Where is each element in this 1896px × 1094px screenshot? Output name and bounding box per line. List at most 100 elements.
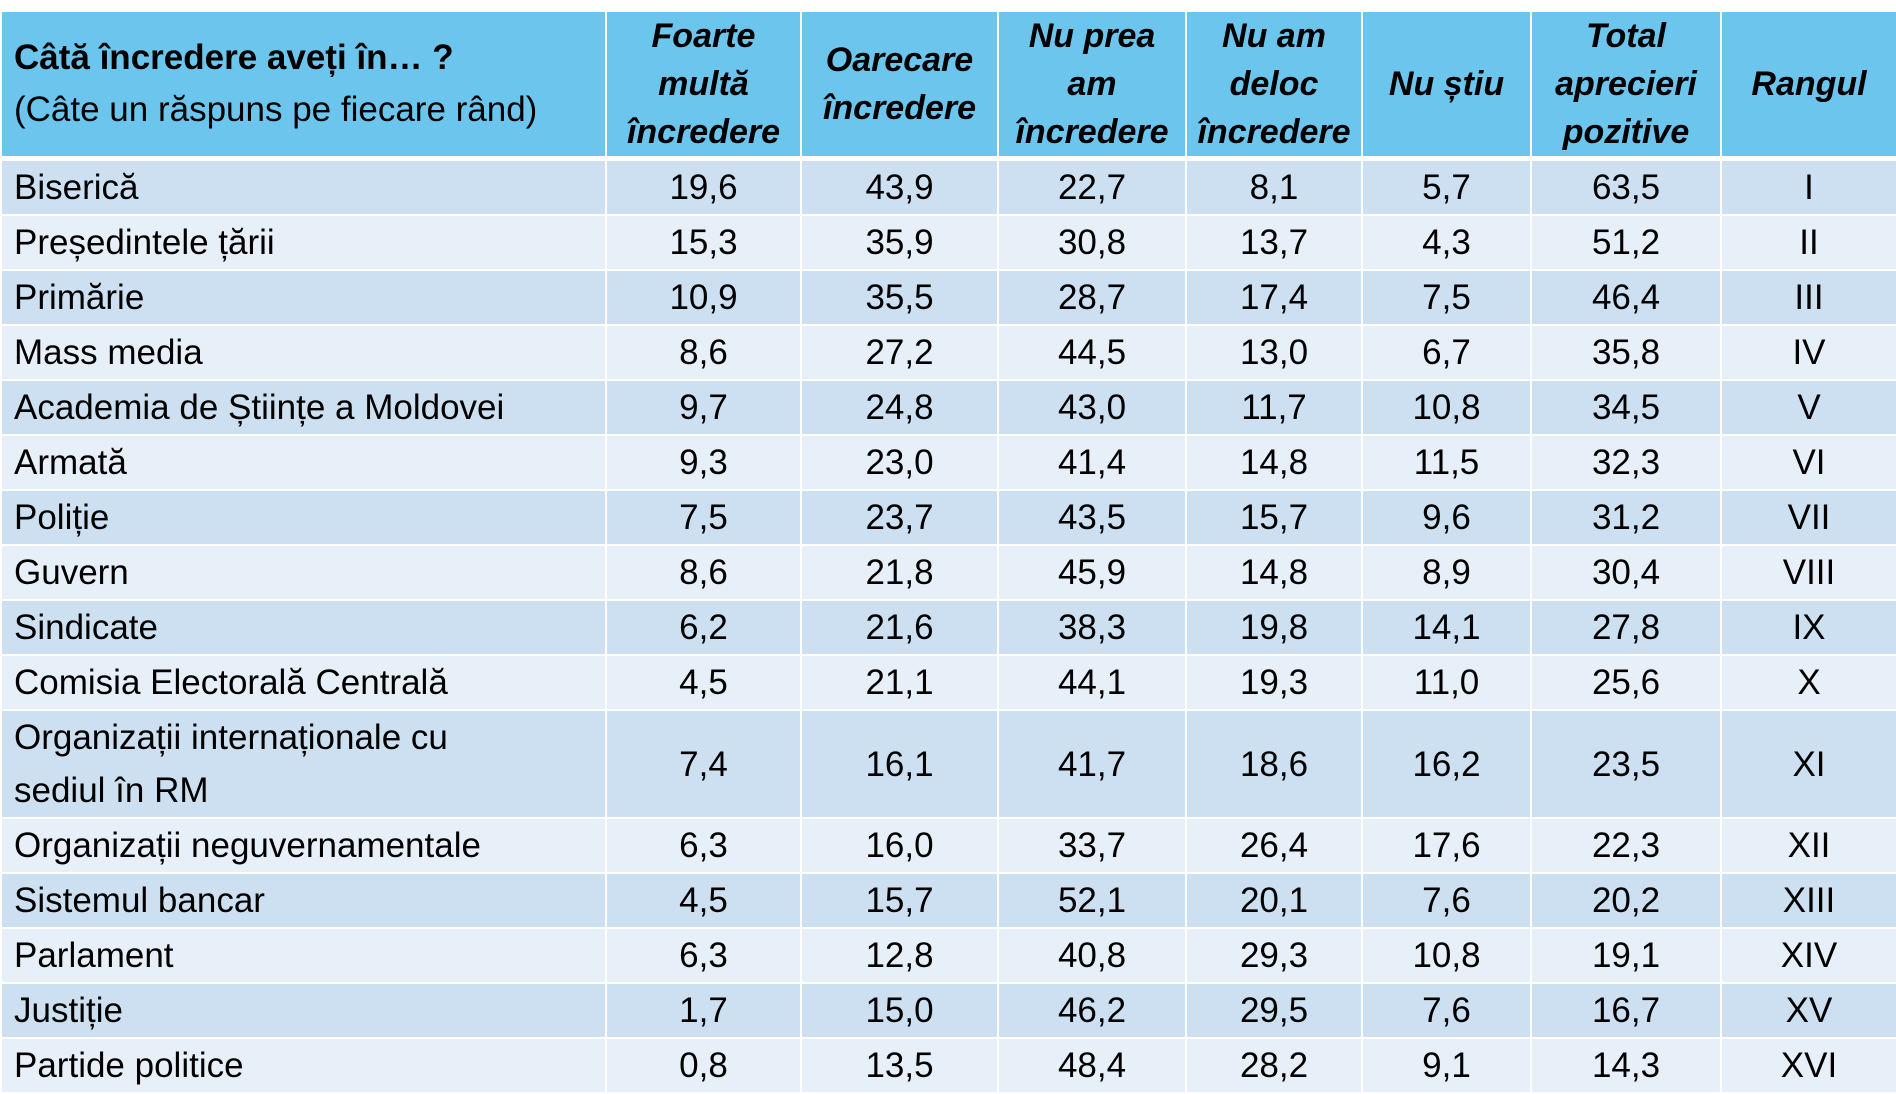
no-trust-value: 14,8 bbox=[1185, 544, 1363, 601]
no-trust-value: 14,8 bbox=[1185, 434, 1363, 491]
some-trust-value: 21,6 bbox=[800, 599, 999, 656]
some-trust-value: 12,8 bbox=[800, 927, 999, 984]
institution-cell: Justiție bbox=[0, 982, 607, 1039]
not-much-trust-value: 30,8 bbox=[997, 214, 1187, 271]
total-positive-value: 19,1 bbox=[1530, 927, 1722, 984]
column-header-some-trust: Oarecare încredere bbox=[800, 10, 999, 161]
rank-value: IX bbox=[1720, 599, 1896, 656]
dont-know-value: 7,6 bbox=[1361, 982, 1532, 1039]
rank-value: V bbox=[1720, 379, 1896, 436]
question-title: Câtă încredere aveți în… ? bbox=[14, 38, 454, 77]
trust-table: Câtă încredere aveți în… ? (Câte un răsp… bbox=[0, 10, 1896, 1094]
very-much-trust-value: 6,2 bbox=[605, 599, 802, 656]
column-header-line: am bbox=[1067, 65, 1117, 103]
not-much-trust-value: 44,5 bbox=[997, 324, 1187, 381]
total-positive-value: 27,8 bbox=[1530, 599, 1722, 656]
institution-name: Guvern bbox=[14, 553, 129, 592]
not-much-trust-value: 28,7 bbox=[997, 269, 1187, 326]
institution-cell: Mass media bbox=[0, 324, 607, 381]
table-row: Academia de Științe a Moldovei 9,7 24,8 43,… bbox=[0, 379, 1896, 436]
total-positive-value: 51,2 bbox=[1530, 214, 1722, 271]
institution-name: Biserică bbox=[14, 168, 139, 207]
not-much-trust-value: 43,0 bbox=[997, 379, 1187, 436]
rank-value: VIII bbox=[1720, 544, 1896, 601]
no-trust-value: 17,4 bbox=[1185, 269, 1363, 326]
column-header-dont-know: Nu știu bbox=[1361, 10, 1532, 161]
some-trust-value: 15,0 bbox=[800, 982, 999, 1039]
very-much-trust-value: 6,3 bbox=[605, 927, 802, 984]
total-positive-value: 20,2 bbox=[1530, 872, 1722, 929]
some-trust-value: 23,7 bbox=[800, 489, 999, 546]
not-much-trust-value: 48,4 bbox=[997, 1037, 1187, 1094]
table-row: Armată 9,3 23,0 41,4 14,8 11,5 32,3 VI bbox=[0, 434, 1896, 491]
no-trust-value: 13,0 bbox=[1185, 324, 1363, 381]
institution-name: Organizații internaționale cu bbox=[14, 718, 448, 757]
institution-name: Mass media bbox=[14, 333, 203, 372]
not-much-trust-value: 46,2 bbox=[997, 982, 1187, 1039]
no-trust-value: 11,7 bbox=[1185, 379, 1363, 436]
table-row: Organizații neguvernamentale 6,3 16,0 33,7 2… bbox=[0, 817, 1896, 874]
no-trust-value: 28,2 bbox=[1185, 1037, 1363, 1094]
not-much-trust-value: 38,3 bbox=[997, 599, 1187, 656]
institution-name: Organizații neguvernamentale bbox=[14, 826, 481, 865]
institution-cell: Guvern bbox=[0, 544, 607, 601]
dont-know-value: 14,1 bbox=[1361, 599, 1532, 656]
total-positive-value: 30,4 bbox=[1530, 544, 1722, 601]
total-positive-value: 32,3 bbox=[1530, 434, 1722, 491]
column-header-rank: Rangul bbox=[1720, 10, 1896, 161]
some-trust-value: 13,5 bbox=[800, 1037, 999, 1094]
institution-name: Primărie bbox=[14, 278, 145, 317]
institution-name: Justiție bbox=[14, 991, 123, 1030]
table-row: Parlament 6,3 12,8 40,8 29,3 10,8 19,1 XIV bbox=[0, 927, 1896, 984]
column-header-line: Foarte bbox=[651, 17, 756, 55]
dont-know-value: 7,6 bbox=[1361, 872, 1532, 929]
column-header-line: încredere bbox=[1015, 113, 1169, 151]
very-much-trust-value: 8,6 bbox=[605, 324, 802, 381]
institution-cell: Președintele țării bbox=[0, 214, 607, 271]
some-trust-value: 35,9 bbox=[800, 214, 999, 271]
question-header: Câtă încredere aveți în… ? (Câte un răsp… bbox=[0, 10, 607, 161]
table-row: Președintele țării 15,3 35,9 30,8 13,7 4,3 51,… bbox=[0, 214, 1896, 271]
column-header-line: deloc bbox=[1229, 65, 1319, 103]
dont-know-value: 10,8 bbox=[1361, 379, 1532, 436]
institution-cell: Comisia Electorală Centrală bbox=[0, 654, 607, 711]
dont-know-value: 9,6 bbox=[1361, 489, 1532, 546]
dont-know-value: 7,5 bbox=[1361, 269, 1532, 326]
column-header-line: Nu am bbox=[1222, 17, 1326, 55]
rank-value: XII bbox=[1720, 817, 1896, 874]
rank-value: XVI bbox=[1720, 1037, 1896, 1094]
not-much-trust-value: 33,7 bbox=[997, 817, 1187, 874]
table-row: Biserică 19,6 43,9 22,7 8,1 5,7 63,5 I bbox=[0, 157, 1896, 216]
very-much-trust-value: 10,9 bbox=[605, 269, 802, 326]
total-positive-value: 25,6 bbox=[1530, 654, 1722, 711]
institution-name: Armată bbox=[14, 443, 127, 482]
institution-cell: Organizații internaționale cu sediul în R… bbox=[0, 709, 607, 819]
total-positive-value: 35,8 bbox=[1530, 324, 1722, 381]
very-much-trust-value: 15,3 bbox=[605, 214, 802, 271]
very-much-trust-value: 1,7 bbox=[605, 982, 802, 1039]
table-row: Guvern 8,6 21,8 45,9 14,8 8,9 30,4 VIII bbox=[0, 544, 1896, 601]
dont-know-value: 6,7 bbox=[1361, 324, 1532, 381]
table-row: Primărie 10,9 35,5 28,7 17,4 7,5 46,4 III bbox=[0, 269, 1896, 326]
total-positive-value: 14,3 bbox=[1530, 1037, 1722, 1094]
column-header-line: încredere bbox=[822, 89, 977, 127]
not-much-trust-value: 52,1 bbox=[997, 872, 1187, 929]
some-trust-value: 24,8 bbox=[800, 379, 999, 436]
some-trust-value: 15,7 bbox=[800, 872, 999, 929]
rank-value: II bbox=[1720, 214, 1896, 271]
some-trust-value: 27,2 bbox=[800, 324, 999, 381]
institution-cell: Parlament bbox=[0, 927, 607, 984]
no-trust-value: 29,3 bbox=[1185, 927, 1363, 984]
no-trust-value: 18,6 bbox=[1185, 709, 1363, 819]
not-much-trust-value: 41,7 bbox=[997, 709, 1187, 819]
dont-know-value: 11,5 bbox=[1361, 434, 1532, 491]
very-much-trust-value: 8,6 bbox=[605, 544, 802, 601]
column-header-very-much-trust: Foarte multă încredere bbox=[605, 10, 802, 161]
column-header-line: aprecieri bbox=[1555, 65, 1697, 103]
very-much-trust-value: 4,5 bbox=[605, 872, 802, 929]
institution-cell: Partide politice bbox=[0, 1037, 607, 1094]
table-row: Justiție 1,7 15,0 46,2 29,5 7,6 16,7 XV bbox=[0, 982, 1896, 1039]
no-trust-value: 26,4 bbox=[1185, 817, 1363, 874]
rank-value: IV bbox=[1720, 324, 1896, 381]
institution-cell: Sistemul bancar bbox=[0, 872, 607, 929]
